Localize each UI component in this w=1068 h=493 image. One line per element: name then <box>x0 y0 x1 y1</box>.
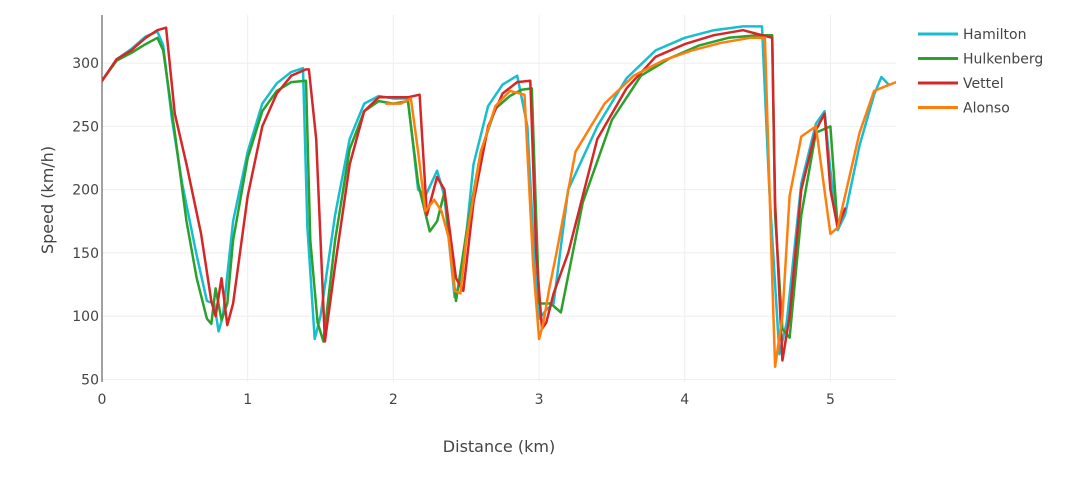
x-tick-label: 0 <box>98 392 107 408</box>
y-tick-label: 50 <box>81 372 99 388</box>
legend-item-hulkenberg[interactable]: Hulkenberg <box>918 52 1043 68</box>
legend-label: Alonso <box>963 101 1010 117</box>
legend-label: Hamilton <box>963 27 1026 43</box>
series-line-vettel[interactable] <box>102 26 847 362</box>
legend-label: Vettel <box>963 76 1004 92</box>
x-tick-label: 2 <box>389 392 398 408</box>
axes: 0 1 2 3 4 5 50 100 150 200 250 300 <box>72 15 835 408</box>
gridlines <box>102 15 896 382</box>
x-tick-label: 4 <box>680 392 689 408</box>
x-tick-label: 1 <box>243 392 252 408</box>
y-tick-label: 100 <box>72 309 99 325</box>
legend-item-vettel[interactable]: Vettel <box>918 76 1004 92</box>
legend-label: Hulkenberg <box>963 52 1043 68</box>
legend[interactable]: Hamilton Hulkenberg Vettel Alonso <box>918 27 1043 117</box>
series-line-alonso[interactable] <box>384 36 896 369</box>
x-tick-label: 5 <box>826 392 835 408</box>
y-tick-label: 250 <box>72 119 99 135</box>
x-tick-label: 3 <box>535 392 544 408</box>
legend-item-hamilton[interactable]: Hamilton <box>918 27 1026 43</box>
y-tick-label: 200 <box>72 183 99 199</box>
y-tick-label: 150 <box>72 246 99 262</box>
series-line-hulkenberg[interactable] <box>102 33 839 343</box>
y-tick-label: 300 <box>72 56 99 72</box>
series-lines <box>102 25 896 369</box>
x-axis-title: Distance (km) <box>443 437 555 456</box>
y-axis-title: Speed (km/h) <box>38 146 57 254</box>
legend-item-alonso[interactable]: Alonso <box>918 101 1010 117</box>
